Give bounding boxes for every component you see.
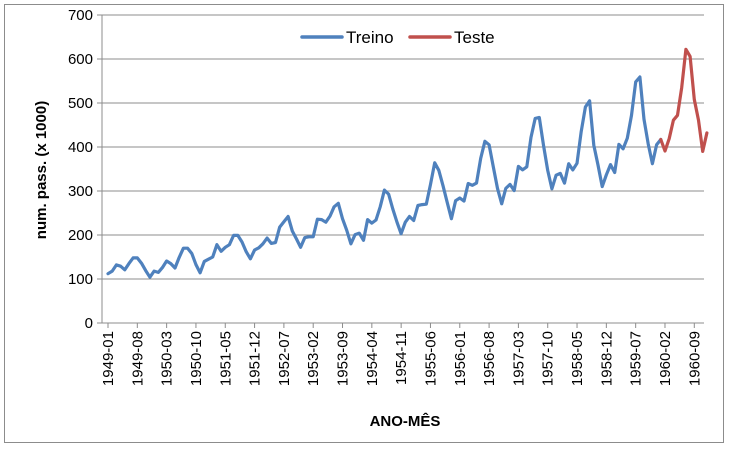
y-tick-label: 700 <box>68 7 93 24</box>
y-tick-label: 300 <box>68 183 93 200</box>
x-tick-label: 1951-05 <box>217 331 234 386</box>
y-tick-label: 600 <box>68 51 93 68</box>
series-line-treino <box>106 75 663 279</box>
series-lines <box>106 47 709 279</box>
y-tick-labels: 0 100 200 300 400 500 600 700 <box>68 7 93 332</box>
grid-lines <box>97 14 704 324</box>
x-tick-label: 1954-11 <box>393 331 410 385</box>
x-tick-label: 1949-08 <box>129 331 146 386</box>
chart-frame <box>4 4 724 443</box>
x-tick-label: 1955-06 <box>422 331 439 386</box>
x-tick-label: 1958-12 <box>598 331 615 386</box>
x-tick-label: 1953-02 <box>305 331 322 386</box>
x-tick-label: 1952-07 <box>276 331 293 386</box>
legend: Treino Teste <box>300 28 495 47</box>
y-tick-label: 200 <box>68 227 93 244</box>
y-axis-title: num. pass. (x 1000) <box>33 101 50 239</box>
legend-label-teste: Teste <box>454 28 495 47</box>
y-tick-label: 400 <box>68 139 93 156</box>
x-tick-label: 1956-01 <box>452 331 469 386</box>
y-tick-label: 500 <box>68 95 93 112</box>
y-tick-label: 100 <box>68 271 93 288</box>
x-tick-label: 1956-08 <box>481 331 498 386</box>
x-tick-label: 1950-03 <box>159 331 176 386</box>
axes <box>101 15 704 324</box>
x-axis-title: ANO-MÊS <box>370 412 441 430</box>
x-tick-label: 1954-04 <box>364 331 381 386</box>
x-tick-label: 1959-07 <box>628 331 645 386</box>
series-line-teste <box>659 47 709 153</box>
x-tick-label: 1957-10 <box>540 331 557 386</box>
x-tick-label: 1958-05 <box>569 331 586 386</box>
x-tick-label: 1949-01 <box>100 331 117 386</box>
x-tick-label: 1953-09 <box>335 331 352 386</box>
x-tick-label: 1950-10 <box>188 331 205 386</box>
x-tick-label: 1951-12 <box>247 331 264 386</box>
y-tick-label: 0 <box>85 315 93 332</box>
legend-label-treino: Treino <box>346 28 394 47</box>
x-tick-label: 1957-03 <box>510 331 527 386</box>
x-tick-label: 1960-09 <box>686 331 703 386</box>
x-tick-label: 1960-02 <box>657 331 674 386</box>
x-tick-labels: 1949-01 1949-08 1950-03 1950-10 1951-05 1951-… <box>100 323 703 386</box>
